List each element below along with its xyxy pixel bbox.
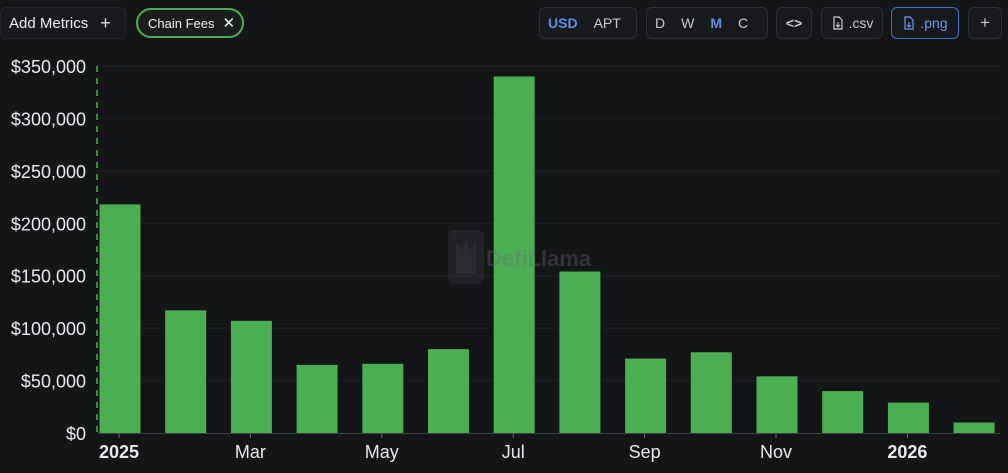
chart: $0 $50,000 $100,000 $150,000 $200,000 $250,00… [11,57,1000,462]
bar-2025-09[interactable] [625,358,667,433]
add-chart-button[interactable]: + [968,7,1002,39]
bar-2025-07[interactable] [493,76,535,433]
bars [98,76,1000,434]
metric-chip-chain-fees[interactable]: Chain Fees ✕ [136,8,244,38]
file-icon [904,16,914,30]
bar-2025-01[interactable] [99,204,141,433]
y-tick-label: $150,000 [11,267,86,287]
bar-2025-04[interactable] [296,364,338,433]
bar-2026-02[interactable] [953,422,995,433]
bar-2025-08[interactable] [559,271,601,433]
currency-usd[interactable]: USD [548,15,578,31]
y-tick-label: $50,000 [21,372,86,392]
x-tick-label: 2026 [887,442,927,462]
file-icon [832,16,843,30]
y-tick-label: $100,000 [11,319,86,339]
metric-chip-label: Chain Fees [148,15,215,31]
plus-icon: + [100,12,111,33]
period-d[interactable]: D [655,15,666,31]
code-icon: <> [785,15,803,31]
png-label: .png [920,15,948,31]
plus-icon: + [980,13,990,32]
bar-2025-03[interactable] [230,320,272,433]
bar-2025-10[interactable] [690,352,732,433]
y-tick-label: $300,000 [11,109,86,129]
x-tick-label: Mar [235,442,266,462]
x-axis: 2025 Mar May Jul Sep Nov 2026 [99,433,927,462]
currency-apt[interactable]: APT [593,15,621,31]
x-tick-label: 2025 [99,442,139,462]
y-axis: $0 $50,000 $100,000 $150,000 $200,000 $250,00… [11,57,86,444]
bar-2025-06[interactable] [428,349,469,433]
y-tick-label: $0 [66,424,86,444]
bar-2025-02[interactable] [165,310,207,433]
csv-download-button[interactable]: .csv [821,7,883,39]
add-metrics-label: Add Metrics [9,14,89,32]
x-tick-label: May [365,442,399,462]
watermark-logo: DefiLlama [448,230,592,284]
embed-button[interactable]: <> [776,7,812,39]
y-tick-label: $250,000 [11,162,86,182]
watermark-text: DefiLlama [486,246,592,271]
period-w[interactable]: W [681,15,695,31]
chart-toolbar: Add Metrics + Chain Fees ✕ USD APT D W M… [0,0,1008,46]
period-toggle: D W M C [646,7,768,39]
close-icon[interactable]: ✕ [222,15,236,32]
x-tick-label: Jul [502,442,525,462]
bar-2025-05[interactable] [362,363,404,433]
png-download-button[interactable]: .png [891,7,959,39]
period-m[interactable]: M [710,15,723,31]
add-metrics-button[interactable]: Add Metrics + [0,7,126,39]
currency-toggle: USD APT [539,7,637,39]
y-tick-label: $200,000 [11,214,86,234]
y-tick-label: $350,000 [11,57,86,77]
bar-2026-01[interactable] [887,402,929,433]
csv-label: .csv [848,15,874,31]
period-c[interactable]: C [738,15,749,31]
bar-2025-12[interactable] [822,391,864,433]
bar-2025-11[interactable] [756,376,798,433]
x-tick-label: Sep [629,442,661,462]
x-tick-label: Nov [760,442,792,462]
